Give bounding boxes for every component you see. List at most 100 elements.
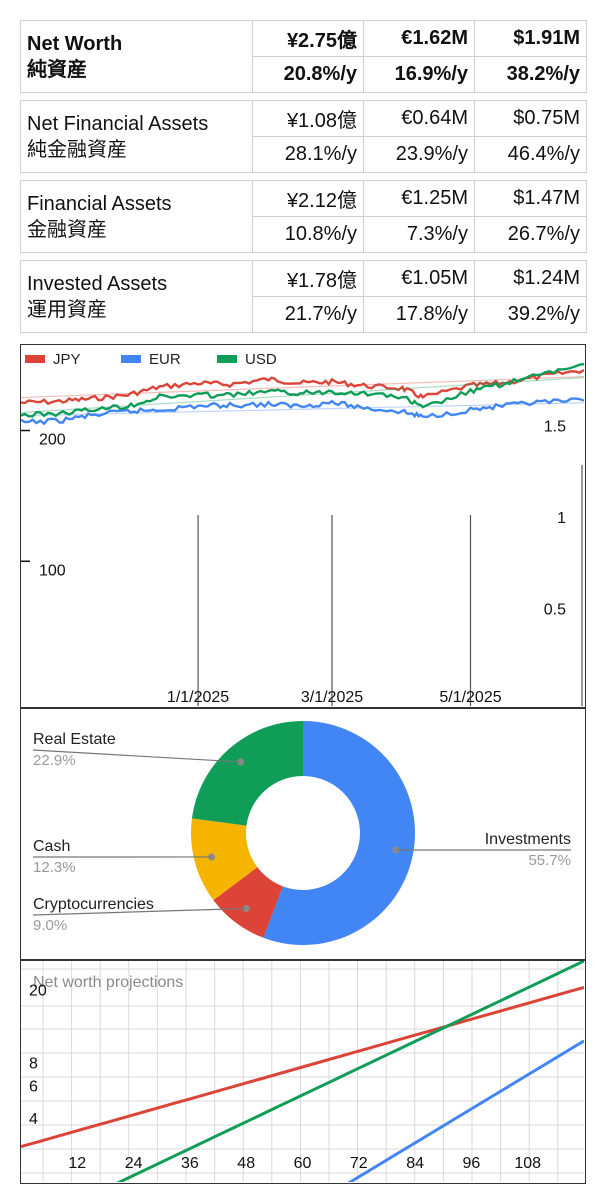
x-tick-label: 96 [463, 1155, 481, 1172]
legend-swatch [121, 355, 141, 363]
trendline [21, 402, 584, 417]
table-row: Financial Assets 金融資産 ¥2.12億 €1.25M $1.47M [20, 180, 587, 253]
table-row: Invested Assets 運用資産 ¥1.78億 €1.05M $1.24M [20, 260, 587, 333]
value-cell: ¥1.78億 [252, 260, 364, 297]
projection-chart-svg: Net worth projections 4 6 8 20 12 24 36 48 60 72 84… [21, 961, 584, 1182]
row-label: Financial Assets 金融資産 [20, 180, 253, 253]
left-tick-label: 100 [39, 562, 66, 579]
value-cell: $0.75M [474, 100, 587, 137]
x-tick-label: 1/1/2025 [167, 689, 229, 706]
allocation-donut-chart: Investments 55.7% Cryptocurrencies 9.0% Cash… [20, 708, 586, 960]
projection-line [21, 985, 584, 1149]
x-tick-label: 12 [68, 1155, 86, 1172]
value-cell: €0.64M [363, 100, 475, 137]
row-label: Net Financial Assets 純金融資産 [20, 100, 253, 173]
x-tick-label: 84 [406, 1155, 424, 1172]
row-label: Net Worth 純資産 [20, 20, 253, 93]
series-group [21, 362, 584, 426]
value-cell: ¥2.12億 [252, 180, 364, 217]
slice-label: Cryptocurrencies [33, 896, 154, 913]
chart-title: Net worth projections [33, 974, 183, 991]
rate-cell: 46.4%/y [474, 136, 587, 173]
row-label-en: Invested Assets [27, 272, 168, 295]
table-spacer [20, 92, 587, 101]
slice-label: Cash [33, 838, 70, 855]
legend-label: JPY [53, 351, 81, 368]
x-tick-label: 72 [350, 1155, 368, 1172]
table-row-rates: 20.8%/y 16.9%/y 38.2%/y [21, 56, 587, 93]
row-label-ja: 金融資産 [27, 218, 107, 241]
rate-cell: 7.3%/y [363, 216, 475, 253]
donut-slice [191, 818, 258, 901]
x-tick-label: 60 [294, 1155, 312, 1172]
x-tick-label: 108 [514, 1155, 541, 1172]
x-tick-label: 36 [181, 1155, 199, 1172]
row-label-ja: 純金融資産 [27, 138, 127, 161]
right-tick-label: 1.5 [544, 419, 566, 436]
legend-swatch [25, 355, 45, 363]
rate-cell: 21.7%/y [252, 296, 364, 333]
donut-slice [213, 867, 283, 938]
table-spacer [20, 172, 587, 181]
rate-cell: 39.2%/y [474, 296, 587, 333]
x-tick-label: 24 [125, 1155, 143, 1172]
x-tick-label: 5/1/2025 [439, 689, 501, 706]
value-cell: $1.24M [474, 260, 587, 297]
row-label-ja: 運用資産 [27, 298, 107, 321]
y-tick-label: 8 [29, 1056, 38, 1073]
y-tick-label: 6 [29, 1079, 38, 1096]
rate-cell: 16.9%/y [363, 56, 475, 93]
trendline [21, 376, 584, 399]
value-cell: €1.25M [363, 180, 475, 217]
right-tick-label: 0.5 [544, 602, 566, 619]
value-cell: $1.47M [474, 180, 587, 217]
value-cell: ¥1.08億 [252, 100, 364, 137]
donut-slice [263, 721, 416, 945]
projection-line [347, 1039, 584, 1182]
currency-line-chart: 1/1/2025 3/1/2025 5/1/2025 100 200 0.5 1 1.5 JPY… [20, 344, 586, 708]
leader-dot [242, 905, 250, 913]
table-row-rates: 28.1%/y 23.9%/y 46.4%/y [21, 136, 587, 173]
row-label-en: Net Worth [27, 32, 123, 55]
series-line-usd [21, 362, 584, 418]
value-cell: €1.05M [363, 260, 475, 297]
rate-cell: 23.9%/y [363, 136, 475, 173]
slice-label: Real Estate [33, 731, 116, 748]
currency-line-chart-svg: 1/1/2025 3/1/2025 5/1/2025 100 200 0.5 1 1.5 JPY… [21, 351, 584, 706]
row-label-ja: 純資産 [27, 58, 87, 81]
value-cell: ¥2.75億 [252, 20, 364, 57]
x-tick-label: 3/1/2025 [301, 689, 363, 706]
legend-label: USD [245, 351, 277, 368]
left-tick-label: 200 [39, 432, 66, 449]
rate-cell: 20.8%/y [252, 56, 364, 93]
series-line-jpy [21, 368, 584, 406]
y-tick-label: 20 [29, 982, 47, 999]
leader-line [32, 749, 241, 763]
slice-label: Investments [485, 831, 571, 848]
rate-cell: 26.7%/y [474, 216, 587, 253]
value-cell: €1.62M [363, 20, 475, 57]
table-row: Net Financial Assets 純金融資産 ¥1.08億 €0.64M $0.… [20, 100, 587, 173]
rate-cell: 10.8%/y [252, 216, 364, 253]
rate-cell: 28.1%/y [252, 136, 364, 173]
projection-chart: Net worth projections 4 6 8 20 12 24 36 48 60 72 84… [20, 960, 586, 1184]
slice-percent: 55.7% [528, 852, 571, 869]
y-tick-label: 4 [29, 1111, 38, 1128]
table-row-rates: 21.7%/y 17.8%/y 39.2%/y [21, 296, 587, 333]
table-row-rates: 10.8%/y 7.3%/y 26.7%/y [21, 216, 587, 253]
rate-cell: 17.8%/y [363, 296, 475, 333]
donut-slice [191, 721, 303, 826]
table-spacer [20, 252, 587, 261]
allocation-donut-chart-svg: Investments 55.7% Cryptocurrencies 9.0% Cash… [32, 721, 572, 945]
row-label: Invested Assets 運用資産 [20, 260, 253, 333]
x-tick-label: 48 [237, 1155, 255, 1172]
right-tick-label: 1 [557, 510, 566, 527]
rate-cell: 38.2%/y [474, 56, 587, 93]
legend-swatch [217, 355, 237, 363]
row-label-en: Financial Assets [27, 192, 172, 215]
summary-table: Net Worth 純資産 ¥2.75億 €1.62M $1.91M 20.8%/y 16.… [20, 20, 587, 333]
slice-percent: 12.3% [33, 859, 76, 876]
value-cell: $1.91M [474, 20, 587, 57]
slice-percent: 22.9% [33, 752, 76, 769]
row-label-en: Net Financial Assets [27, 112, 209, 135]
